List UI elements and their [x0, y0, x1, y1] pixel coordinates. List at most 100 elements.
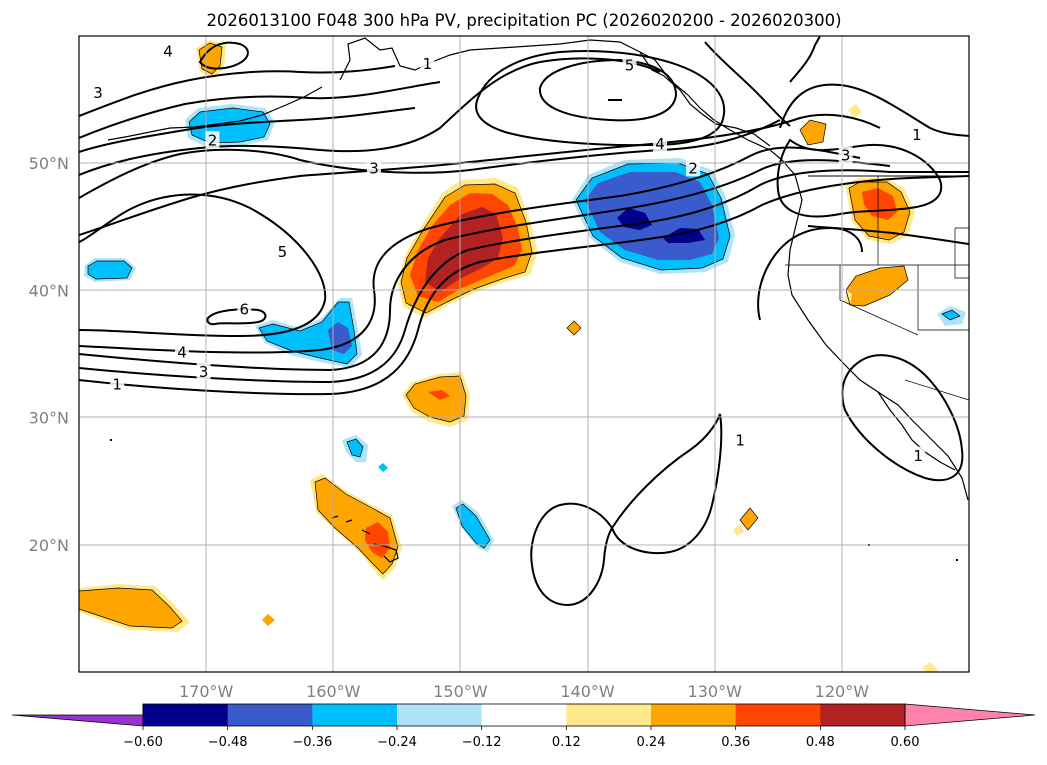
pv-contour-label: 5: [278, 243, 288, 261]
pv-contour-label: 5: [625, 56, 635, 74]
pv-contours: [79, 36, 969, 607]
colorbar-tick-label: −0.24: [377, 735, 417, 750]
colorbar-segment: [481, 704, 567, 726]
pv-contour-line: [79, 159, 891, 372]
colorbar-tick-label: 0.12: [552, 735, 581, 750]
pv-contour-line: [789, 36, 821, 83]
pv-contour-label: 1: [913, 447, 923, 465]
pv-contour-line: [79, 107, 416, 153]
chart-title: 2026013100 F048 300 hPa PV, precipitatio…: [206, 11, 841, 30]
colorbar-tick-label: −0.60: [123, 735, 163, 750]
pv-contour-line: [79, 193, 327, 338]
precip-pc-positive-region: [800, 120, 826, 145]
pv-contour-line: [610, 413, 723, 555]
precip-pc-positive-region: [922, 662, 938, 672]
precip-pc-negative-region: [347, 439, 363, 457]
pv-contour-line: [704, 41, 791, 127]
pv-contour-label: 3: [841, 147, 851, 165]
precip-pc-negative-region: [378, 463, 388, 472]
islands-small: [110, 99, 958, 561]
colorbar-extend-high: [904, 703, 1036, 727]
longitude-tick-labels: 170°W 160°W 150°W 140°W 130°W 120°W: [179, 682, 869, 701]
pv-contour-line: [198, 41, 249, 70]
precip-pc-positive-region: [846, 266, 908, 306]
colorbar: −0.60 −0.48 −0.36 −0.24 −0.12 0.12 0.24 0.36 0.4…: [11, 703, 1036, 750]
precip-pc-negative-region: [88, 261, 132, 279]
pv-contour-label: 4: [177, 344, 187, 362]
contour-label-background: [205, 131, 220, 149]
lat-tick-label: 30°N: [29, 409, 69, 428]
contour-label-background: [174, 343, 189, 361]
pv-contour-label: 3: [199, 363, 209, 381]
precip-pc-positive-region: [428, 390, 450, 400]
pv-contour-label: 1: [735, 431, 745, 449]
precip-pc-positive-region: [740, 508, 758, 530]
colorbar-frame: [142, 703, 906, 727]
pv-contour-line: [779, 83, 969, 137]
pv-contour-label: 1: [912, 126, 922, 144]
pv-contour-line: [79, 146, 861, 354]
precip-pc-positive-region: [365, 522, 390, 558]
precipitation-pc-shading: [79, 40, 966, 672]
coastlines: [107, 37, 969, 563]
precip-pc-positive-region: [262, 614, 275, 626]
contour-label-background: [653, 135, 668, 153]
aleutian-islands: [107, 86, 323, 141]
colorbar-segment: [820, 704, 906, 726]
colorbar-segment: [227, 704, 313, 726]
contour-label-background: [275, 243, 290, 261]
lat-tick-label: 40°N: [29, 281, 69, 300]
contour-label-background: [161, 42, 175, 60]
contour-label-background: [911, 446, 926, 464]
lon-tick-label: 140°W: [560, 682, 615, 701]
colorbar-segment: [312, 704, 398, 726]
precip-pc-negative-region: [328, 322, 352, 354]
coastline-alaska: [339, 37, 803, 201]
contour-label-background: [196, 362, 211, 380]
contour-label-background: [366, 159, 381, 177]
precip-pc-negative-region: [456, 504, 490, 548]
lon-tick-label: 160°W: [306, 682, 361, 701]
pv-contour-line: [530, 502, 614, 607]
contour-label-background: [110, 375, 125, 393]
hawaiian-islands: [331, 515, 399, 563]
pv-contour-line: [475, 49, 726, 147]
pv-contour-line: [79, 57, 661, 176]
lon-tick-label: 130°W: [688, 682, 743, 701]
lat-tick-label: 50°N: [29, 154, 69, 173]
colorbar-segment: [651, 704, 737, 726]
colorbar-tick-label: 0.48: [806, 735, 835, 750]
coastline-baja: [877, 391, 956, 471]
contour-label-background: [686, 159, 701, 177]
pv-contour-line: [79, 169, 969, 384]
colorbar-segment: [735, 704, 821, 726]
contour-label-background: [237, 300, 252, 318]
pv-contour-label: 2: [208, 131, 218, 149]
pv-contour-label: 6: [240, 300, 250, 318]
contour-label-background: [909, 126, 924, 144]
contour-label-background: [622, 56, 637, 74]
lon-tick-label: 150°W: [433, 682, 488, 701]
precip-pc-positive-region: [848, 104, 862, 118]
colorbar-tick-label: 0.24: [637, 735, 666, 750]
precip-pc-positive-region: [406, 376, 466, 422]
lon-tick-label: 120°W: [815, 682, 870, 701]
lon-tick-label: 170°W: [179, 682, 234, 701]
colorbar-segment: [566, 704, 652, 726]
contour-label-background: [91, 84, 106, 102]
map-frame: [78, 35, 970, 673]
contour-label-background: [838, 146, 853, 164]
precip-pc-positive-region: [425, 207, 503, 292]
colorbar-extend-low: [11, 704, 144, 727]
colorbar-tick-label: 0.60: [891, 735, 920, 750]
colorbar-tick-label: −0.12: [462, 735, 502, 750]
pv-contour-label: 4: [163, 42, 173, 60]
precip-pc-positive-region: [733, 524, 744, 536]
pv-contour-label: 1: [112, 376, 122, 394]
pv-contour-label: 2: [688, 159, 698, 177]
colorbar-segment: [143, 704, 229, 726]
pv-contour-line: [79, 81, 441, 139]
